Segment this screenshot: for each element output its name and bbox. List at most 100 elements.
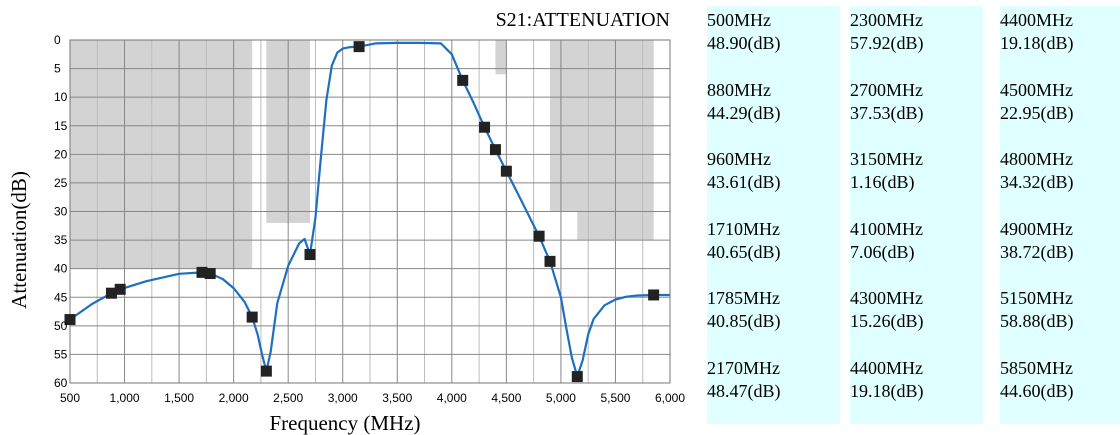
marker-attenuation: 15.26(dB)	[850, 311, 924, 331]
marker-point	[246, 311, 258, 323]
marker-attenuation: 48.90(dB)	[707, 33, 781, 53]
marker-attenuation: 22.95(dB)	[1000, 102, 1074, 123]
marker-frequency: 2700MHz	[850, 79, 923, 100]
x-tick-label: 5,000	[546, 391, 576, 405]
marker-point	[500, 165, 512, 177]
marker-frequency: 2300MHz	[850, 10, 923, 30]
marker-entry: 2700MHz 37.53(dB)	[850, 79, 983, 125]
marker-frequency: 880MHz	[707, 79, 771, 100]
x-tick-label: 6,000	[655, 391, 685, 405]
marker-entry: 5150MHz 58.88(dB)	[1000, 287, 1120, 333]
marker-attenuation: 57.92(dB)	[850, 33, 924, 53]
marker-point	[204, 268, 216, 280]
marker-point	[114, 283, 126, 295]
marker-point	[304, 249, 316, 261]
marker-attenuation: 38.72(dB)	[1000, 241, 1074, 262]
marker-frequency: 960MHz	[707, 149, 771, 169]
x-tick-label: 500	[60, 391, 80, 405]
marker-attenuation: 40.85(dB)	[707, 311, 781, 331]
x-tick-label: 2,500	[273, 391, 303, 405]
marker-point	[571, 371, 583, 383]
marker-point	[533, 230, 545, 242]
marker-point	[260, 365, 272, 377]
marker-entry: 4800MHz 34.32(dB)	[1000, 148, 1120, 194]
marker-entry: 960MHz 43.61(dB)	[707, 148, 840, 194]
y-tick-label: 30	[54, 205, 68, 219]
marker-point	[648, 289, 660, 301]
marker-frequency: 2170MHz	[707, 357, 780, 378]
marker-point	[196, 266, 208, 278]
marker-frequency: 4300MHz	[850, 288, 923, 308]
x-tick-label: 4,500	[491, 391, 521, 405]
marker-frequency: 4400MHz	[850, 357, 923, 378]
marker-entry: 4500MHz 22.95(dB)	[1000, 79, 1120, 125]
marker-frequency: 1785MHz	[707, 288, 780, 308]
marker-column-1: 500MHz 48.90(dB) 880MHz 44.29(dB) 960MHz 43.6…	[707, 6, 840, 424]
y-tick-label: 55	[54, 347, 68, 361]
marker-attenuation: 19.18(dB)	[850, 380, 924, 401]
marker-attenuation: 7.06(dB)	[850, 241, 915, 262]
marker-entry: 4900MHz 38.72(dB)	[1000, 218, 1120, 264]
y-tick-label: 50	[54, 319, 68, 333]
marker-frequency: 500MHz	[707, 10, 771, 30]
marker-column-3: 4400MHz 19.18(dB) 4500MHz 22.95(dB) 4800MHz 3…	[1000, 6, 1120, 424]
marker-attenuation: 44.60(dB)	[1000, 380, 1074, 401]
mask-region-2	[495, 40, 507, 75]
plot-frame	[69, 39, 671, 384]
marker-point	[544, 255, 556, 267]
chart-title: S21:ATTENUATION	[496, 9, 670, 31]
marker-entry: 4400MHz 19.18(dB)	[850, 357, 983, 403]
marker-attenuation: 34.32(dB)	[1000, 172, 1074, 192]
y-tick-label: 45	[54, 290, 68, 304]
x-tick-labels: 500 1,000 1,500 2,000 2,500 3,000 3,500 4,000 4,…	[60, 391, 685, 405]
y-tick-label: 15	[54, 119, 68, 133]
marker-point	[489, 144, 501, 156]
x-tick-label: 5,500	[600, 391, 630, 405]
marker-entry: 2170MHz 48.47(dB)	[707, 357, 840, 403]
x-tick-label: 1,000	[110, 391, 140, 405]
marker-entry: 2300MHz 57.92(dB)	[850, 9, 983, 55]
x-tick-label: 1,500	[164, 391, 194, 405]
chart-grid	[69, 39, 671, 384]
marker-point	[64, 314, 76, 326]
marker-entry: 3150MHz 1.16(dB)	[850, 148, 983, 194]
y-tick-label: 5	[54, 62, 61, 76]
x-tick-label: 4,000	[437, 391, 467, 405]
marker-entry: 880MHz 44.29(dB)	[707, 79, 840, 125]
y-tick-label: 60	[54, 376, 68, 390]
y-tick-label: 10	[54, 90, 68, 104]
marker-point	[105, 287, 117, 299]
marker-frequency: 4100MHz	[850, 218, 923, 239]
marker-point	[479, 121, 491, 133]
marker-point	[457, 74, 469, 86]
marker-attenuation: 43.61(dB)	[707, 172, 781, 192]
y-tick-label: 40	[54, 262, 68, 276]
y-tick-label: 0	[54, 33, 61, 47]
marker-column-2: 2300MHz 57.92(dB) 2700MHz 37.53(dB) 3150MHz 1…	[850, 6, 983, 424]
y-tick-label: 25	[54, 176, 68, 190]
marker-entry: 4100MHz 7.06(dB)	[850, 218, 983, 264]
x-tick-label: 2,000	[219, 391, 249, 405]
marker-points	[64, 41, 660, 383]
marker-entry: 500MHz 48.90(dB)	[707, 9, 840, 55]
marker-frequency: 4400MHz	[1000, 10, 1073, 30]
marker-frequency: 3150MHz	[850, 149, 923, 169]
marker-attenuation: 40.65(dB)	[707, 241, 781, 262]
marker-point	[353, 41, 365, 53]
marker-attenuation: 1.16(dB)	[850, 172, 915, 192]
marker-frequency: 4500MHz	[1000, 79, 1073, 100]
x-tick-label: 3,000	[328, 391, 358, 405]
marker-attenuation: 48.47(dB)	[707, 380, 781, 401]
marker-frequency: 5850MHz	[1000, 357, 1073, 378]
x-axis-label: Frequency (MHz)	[269, 411, 420, 435]
y-tick-label: 35	[54, 233, 68, 247]
y-tick-label: 20	[54, 147, 68, 161]
marker-entry: 1710MHz 40.65(dB)	[707, 218, 840, 264]
marker-entry: 1785MHz 40.85(dB)	[707, 287, 840, 333]
marker-attenuation: 19.18(dB)	[1000, 33, 1074, 53]
marker-attenuation: 58.88(dB)	[1000, 311, 1074, 331]
marker-frequency: 1710MHz	[707, 218, 780, 239]
marker-frequency: 4900MHz	[1000, 218, 1073, 239]
y-axis-label: Attenuation(dB)	[7, 171, 31, 309]
marker-entry: 4300MHz 15.26(dB)	[850, 287, 983, 333]
